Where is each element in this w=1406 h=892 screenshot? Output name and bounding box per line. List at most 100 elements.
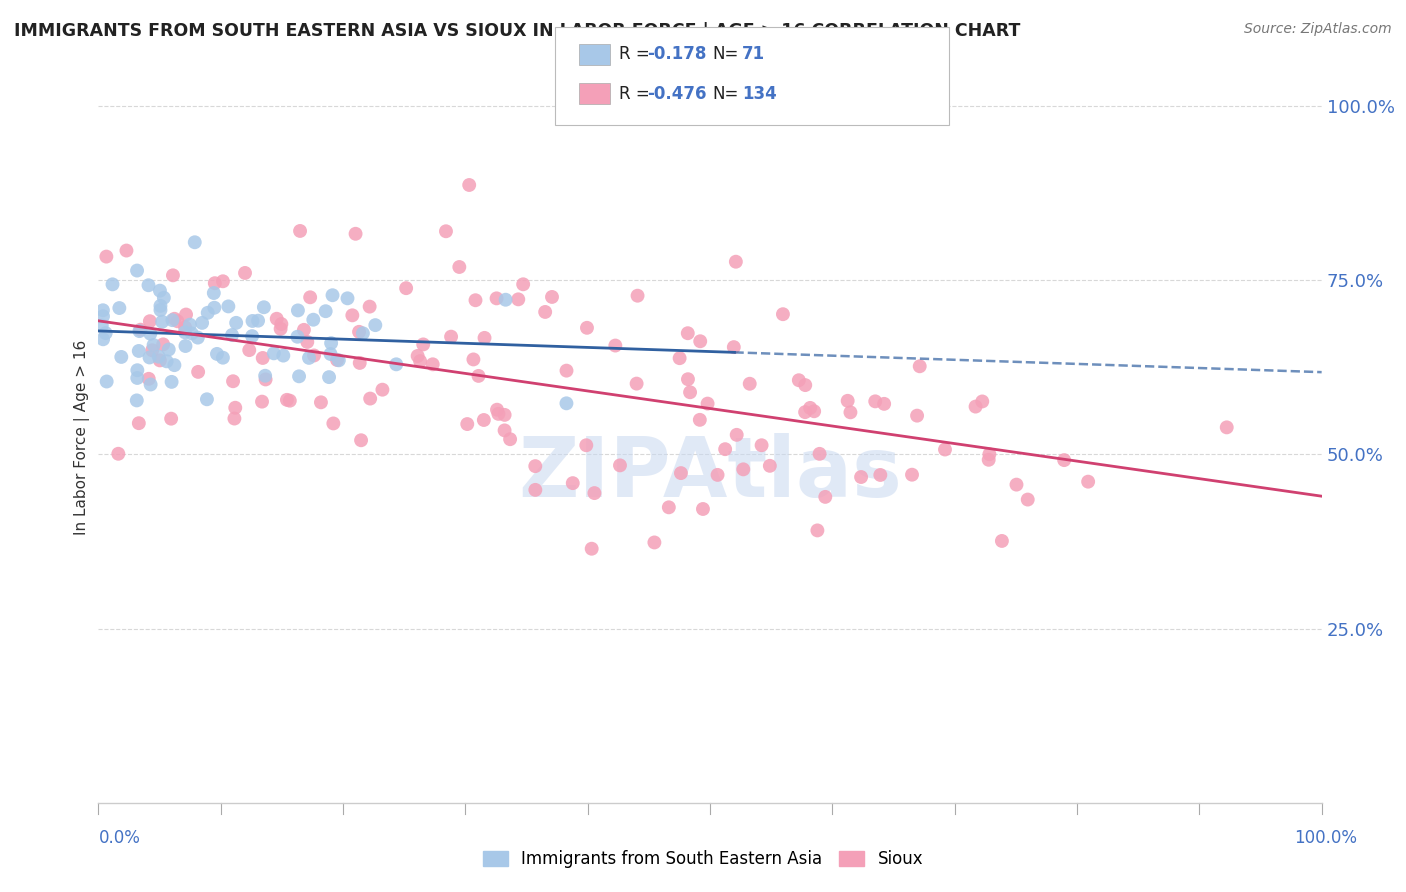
Point [107, 447, 129, 461]
Point [772, 307, 794, 321]
Text: -0.178: -0.178 [647, 45, 706, 63]
Point [474, 331, 496, 345]
Point [162, 268, 184, 283]
Point [347, 325, 370, 339]
Point [149, 299, 172, 313]
Point [96, 375, 118, 389]
Point [222, 374, 245, 388]
Point [270, 317, 292, 331]
Point [395, 281, 418, 295]
Point [240, 329, 263, 343]
Point [328, 353, 350, 368]
Point [202, 301, 225, 315]
Point [422, 357, 444, 371]
Point [156, 354, 179, 368]
Point [738, 376, 761, 391]
Point [344, 227, 367, 241]
Text: N=: N= [713, 85, 740, 103]
Point [141, 343, 163, 358]
Point [174, 320, 197, 334]
Point [794, 378, 817, 392]
Point [139, 377, 162, 392]
Point [224, 401, 246, 415]
Point [676, 372, 699, 386]
Point [464, 293, 486, 308]
Point [808, 447, 831, 461]
Point [160, 411, 183, 425]
Point [658, 500, 681, 515]
Point [494, 424, 516, 438]
Point [115, 244, 138, 258]
Text: R =: R = [619, 45, 655, 63]
Point [494, 408, 516, 422]
Point [385, 357, 408, 371]
Legend: Immigrants from South Eastern Asia, Sioux: Immigrants from South Eastern Asia, Siou… [477, 844, 929, 875]
Point [150, 315, 173, 329]
Point [679, 385, 702, 400]
Point [319, 347, 342, 361]
Point [287, 303, 309, 318]
Point [149, 353, 172, 368]
Point [91, 303, 114, 318]
Point [205, 347, 228, 361]
Point [125, 393, 148, 408]
Point [626, 288, 648, 302]
Text: IMMIGRANTS FROM SOUTH EASTERN ASIA VS SIOUX IN LABOR FORCE | AGE > 16 CORRELATIO: IMMIGRANTS FROM SOUTH EASTERN ASIA VS SI… [14, 22, 1021, 40]
Point [212, 274, 235, 288]
Point [287, 330, 309, 344]
Point [129, 323, 152, 337]
Point [273, 349, 295, 363]
Point [139, 326, 162, 341]
Point [221, 328, 243, 343]
Point [583, 486, 606, 500]
Point [689, 413, 711, 427]
Point [298, 351, 321, 365]
Point [409, 354, 432, 368]
Point [676, 326, 699, 341]
Point [352, 326, 374, 341]
Point [187, 365, 209, 379]
Point [524, 459, 547, 474]
Point [149, 303, 172, 318]
Text: Source: ZipAtlas.com: Source: ZipAtlas.com [1244, 22, 1392, 37]
Point [723, 340, 745, 354]
Point [288, 224, 311, 238]
Point [440, 329, 463, 343]
Point [184, 235, 207, 250]
Point [499, 432, 522, 446]
Point [288, 369, 311, 384]
Point [714, 442, 737, 457]
Point [195, 392, 218, 407]
Point [321, 336, 343, 351]
Point [254, 368, 277, 383]
Point [127, 363, 149, 377]
Point [238, 343, 260, 358]
Point [849, 470, 872, 484]
Point [191, 316, 214, 330]
Point [187, 330, 209, 344]
Point [108, 301, 131, 315]
Point [204, 276, 226, 290]
Point [179, 318, 201, 332]
Point [359, 392, 381, 406]
Point [322, 417, 344, 431]
Point [166, 314, 188, 328]
Point [787, 373, 810, 387]
Point [101, 277, 124, 292]
Point [110, 350, 132, 364]
Point [908, 359, 931, 374]
Point [212, 351, 235, 365]
Point [139, 314, 162, 328]
Point [965, 400, 987, 414]
Point [138, 372, 160, 386]
Text: R =: R = [619, 85, 655, 103]
Point [724, 254, 747, 268]
Point [669, 466, 692, 480]
Point [609, 458, 631, 473]
Point [534, 305, 557, 319]
Point [759, 458, 782, 473]
Point [485, 291, 508, 305]
Point [250, 394, 273, 409]
Point [153, 291, 176, 305]
Point [725, 427, 748, 442]
